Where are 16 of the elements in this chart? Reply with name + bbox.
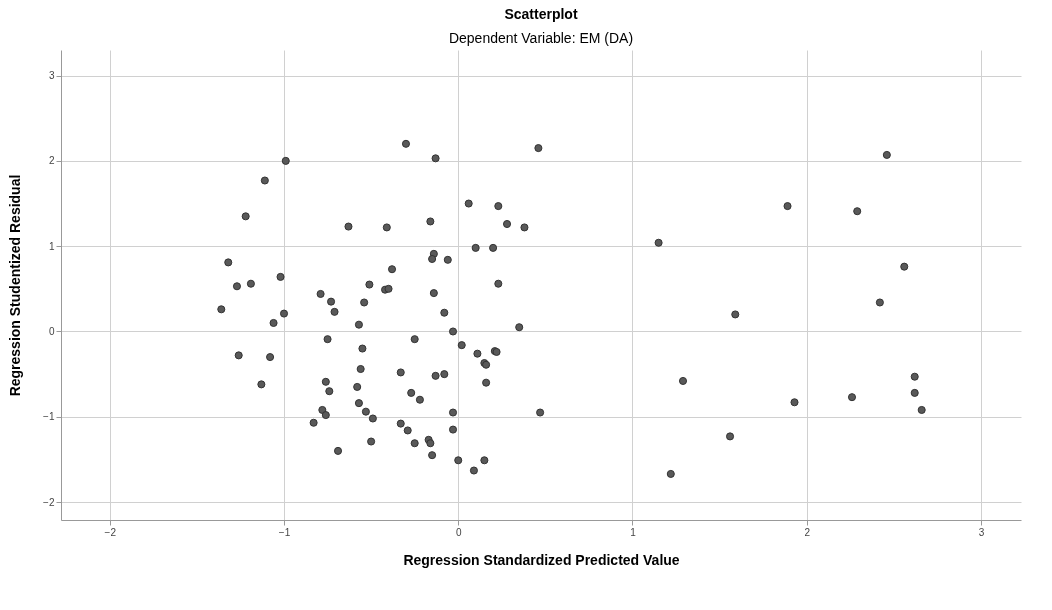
- x-tick-label: −2: [104, 526, 117, 538]
- y-tick-label: 0: [48, 325, 55, 337]
- x-tick-label: 1: [630, 526, 637, 538]
- x-tick-label: −1: [278, 526, 291, 538]
- chart-subtitle: Dependent Variable: EM (DA): [448, 30, 634, 46]
- y-tick-label: −2: [43, 496, 55, 508]
- y-axis-title: Regression Studentized Residual: [7, 174, 24, 397]
- y-tick-label: 1: [48, 240, 55, 252]
- x-tick-label: 2: [804, 526, 811, 538]
- chart-title: Scatterplot: [504, 6, 578, 22]
- y-tick-label: 3: [48, 70, 55, 82]
- y-tick-label: −1: [43, 411, 55, 423]
- x-tick-label: 3: [978, 526, 985, 538]
- x-axis-title: Regression Standardized Predicted Value: [403, 551, 680, 568]
- y-tick-label: 2: [48, 155, 55, 167]
- x-tick-label: 0: [455, 526, 462, 538]
